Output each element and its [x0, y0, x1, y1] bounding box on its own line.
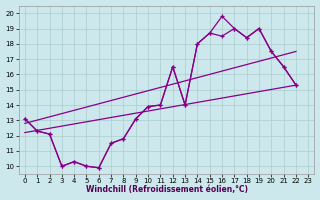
- X-axis label: Windchill (Refroidissement éolien,°C): Windchill (Refroidissement éolien,°C): [85, 185, 248, 194]
